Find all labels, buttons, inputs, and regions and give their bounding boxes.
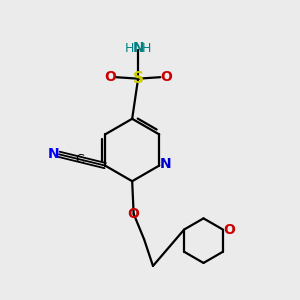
Text: O: O bbox=[160, 70, 172, 84]
Text: H: H bbox=[142, 42, 151, 55]
Text: N: N bbox=[132, 41, 144, 55]
Text: N: N bbox=[48, 147, 59, 161]
Text: S: S bbox=[133, 71, 144, 86]
Text: O: O bbox=[128, 207, 140, 221]
Text: O: O bbox=[224, 223, 235, 236]
Text: O: O bbox=[104, 70, 116, 84]
Text: C: C bbox=[76, 153, 84, 166]
Text: N: N bbox=[160, 157, 172, 171]
Text: H: H bbox=[125, 42, 134, 55]
